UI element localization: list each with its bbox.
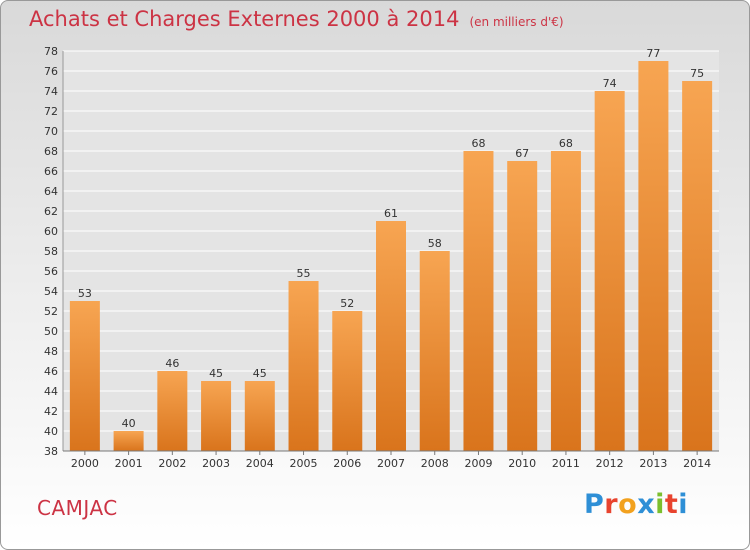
logo-letter: o [618, 489, 638, 520]
x-tick-label: 2006 [333, 457, 361, 470]
bars: 53 40 46 45 45 55 52 61 58 68 67 68 74 77 75 [69, 47, 713, 451]
data-label: 40 [122, 417, 136, 430]
chart-title-text: Achats et Charges Externes 2000 à 2014 [29, 7, 460, 31]
data-label: 67 [515, 147, 529, 160]
bar [244, 381, 275, 451]
data-label: 46 [165, 357, 179, 370]
x-axis: 2000 2001 2002 2003 2004 2005 2006 2007 2008 2009… [63, 450, 719, 470]
data-label: 75 [690, 67, 704, 80]
x-tick-label: 2003 [202, 457, 230, 470]
y-tick-label: 46 [44, 365, 58, 378]
logo-letter: r [604, 489, 619, 520]
chart-title: Achats et Charges Externes 2000 à 2014 (e… [29, 7, 564, 31]
x-tick-label: 2002 [158, 457, 186, 470]
y-tick-label: 44 [44, 385, 58, 398]
bar [682, 81, 713, 451]
logo-letter: t [664, 489, 679, 520]
bar [113, 431, 144, 451]
logo-letter: i [655, 489, 665, 520]
y-tick-label: 40 [44, 425, 58, 438]
y-tick-label: 42 [44, 405, 58, 418]
bar [332, 311, 363, 451]
y-tick-label: 74 [44, 85, 58, 98]
y-tick-label: 58 [44, 245, 58, 258]
bar [69, 301, 100, 451]
bar [376, 221, 406, 451]
logo-letter: x [637, 489, 656, 520]
y-tick-label: 68 [44, 145, 58, 158]
bar [157, 371, 188, 451]
bar [288, 281, 319, 451]
y-tick-label: 52 [44, 305, 58, 318]
y-tick-label: 56 [44, 265, 58, 278]
data-label: 52 [340, 297, 354, 310]
y-tick-label: 54 [44, 285, 58, 298]
data-label: 68 [559, 137, 573, 150]
x-tick-label: 2013 [639, 457, 667, 470]
y-tick-label: 76 [44, 65, 58, 78]
y-tick-label: 72 [44, 105, 58, 118]
x-tick-label: 2001 [115, 457, 143, 470]
bar [550, 151, 581, 451]
x-tick-label: 2012 [596, 457, 624, 470]
bar [507, 161, 538, 451]
x-tick-label: 2000 [71, 457, 99, 470]
y-tick-label: 66 [44, 165, 58, 178]
x-tick-label: 2008 [421, 457, 449, 470]
bar [201, 381, 232, 451]
y-tick-label: 48 [44, 345, 58, 358]
data-label: 74 [603, 77, 617, 90]
data-label: 61 [384, 207, 398, 220]
x-tick-label: 2004 [246, 457, 274, 470]
y-tick-label: 70 [44, 125, 58, 138]
logo-letter: i [678, 489, 689, 520]
data-label: 68 [471, 137, 485, 150]
data-label: 53 [78, 287, 92, 300]
y-tick-label: 64 [44, 185, 58, 198]
chart-subtitle: (en milliers d'€) [469, 15, 564, 29]
x-tick-label: 2011 [552, 457, 580, 470]
bar [638, 61, 669, 451]
logo-letter: P [584, 489, 605, 520]
bar [594, 91, 625, 451]
data-label: 77 [646, 47, 660, 60]
x-tick-label: 2005 [290, 457, 318, 470]
x-tick-label: 2007 [377, 457, 405, 470]
data-label: 45 [209, 367, 223, 380]
data-label: 55 [297, 267, 311, 280]
x-tick-label: 2014 [683, 457, 711, 470]
x-tick-label: 2010 [508, 457, 536, 470]
bar [463, 151, 494, 451]
y-axis: 38 40 42 44 46 48 50 52 54 56 58 60 62 64 66 68 70 72 74 76… [44, 45, 64, 458]
x-tick-label: 2009 [464, 457, 492, 470]
data-label: 45 [253, 367, 267, 380]
y-tick-label: 50 [44, 325, 58, 338]
bar [419, 251, 450, 451]
city-name: CAMJAC [37, 496, 118, 520]
proxiti-logo: Proxiti [584, 489, 688, 520]
y-tick-label: 38 [44, 445, 58, 458]
data-label: 58 [428, 237, 442, 250]
y-tick-label: 62 [44, 205, 58, 218]
y-tick-label: 78 [44, 45, 58, 58]
y-tick-label: 60 [44, 225, 58, 238]
